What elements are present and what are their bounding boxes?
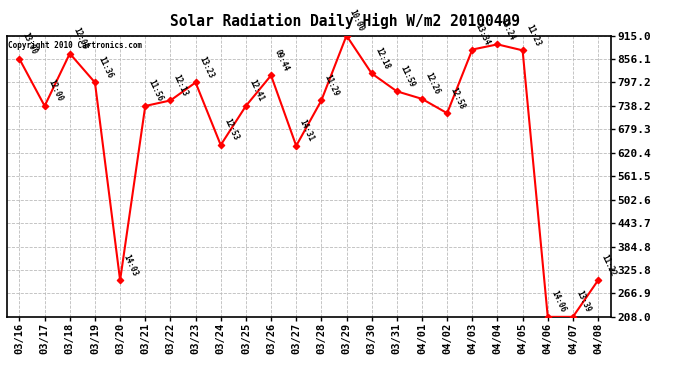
Point <box>466 46 477 53</box>
Point <box>64 51 75 57</box>
Point <box>593 277 604 283</box>
Text: 13:39: 13:39 <box>574 290 592 314</box>
Point <box>391 88 402 94</box>
Point <box>290 143 302 149</box>
Text: 13:34: 13:34 <box>473 22 491 47</box>
Text: 12:18: 12:18 <box>373 46 391 70</box>
Text: 12:13: 12:13 <box>172 73 190 98</box>
Text: 11:29: 11:29 <box>323 73 341 98</box>
Text: 12:26: 12:26 <box>424 71 442 96</box>
Text: 11:59: 11:59 <box>398 64 416 88</box>
Text: 11:36: 11:36 <box>97 55 115 80</box>
Point <box>492 41 503 47</box>
Text: 14:06: 14:06 <box>549 290 567 314</box>
Point <box>90 80 101 86</box>
Text: 13:00: 13:00 <box>21 32 39 56</box>
Point <box>417 96 428 102</box>
Point <box>190 80 201 86</box>
Point <box>215 142 226 148</box>
Point <box>366 70 377 76</box>
Text: 09:44: 09:44 <box>273 48 290 73</box>
Point <box>316 98 327 104</box>
Text: 14:03: 14:03 <box>121 253 139 278</box>
Point <box>165 98 176 104</box>
Point <box>542 314 553 320</box>
Point <box>39 103 50 109</box>
Text: 12:58: 12:58 <box>448 86 466 110</box>
Text: 12:06: 12:06 <box>71 26 89 51</box>
Text: 12:00: 12:00 <box>46 78 64 103</box>
Point <box>341 33 352 39</box>
Text: 12:41: 12:41 <box>247 78 265 103</box>
Point <box>442 110 453 116</box>
Point <box>517 47 528 53</box>
Text: 14:31: 14:31 <box>297 118 315 143</box>
Point <box>266 72 277 78</box>
Text: 12:53: 12:53 <box>222 117 240 142</box>
Text: 11:22: 11:22 <box>600 253 618 278</box>
Text: 13:24: 13:24 <box>499 17 517 42</box>
Text: 11:56: 11:56 <box>147 78 165 103</box>
Text: Solar Radiation Daily High W/m2 20100409: Solar Radiation Daily High W/m2 20100409 <box>170 13 520 29</box>
Point <box>14 56 25 62</box>
Text: 10:00: 10:00 <box>348 8 366 33</box>
Point <box>567 314 578 320</box>
Point <box>115 277 126 283</box>
Text: 13:23: 13:23 <box>197 55 215 80</box>
Text: 11:23: 11:23 <box>524 23 542 48</box>
Point <box>240 103 251 109</box>
Text: Copyright 2010 Cartronics.com: Copyright 2010 Cartronics.com <box>8 41 142 50</box>
Point <box>140 103 151 109</box>
